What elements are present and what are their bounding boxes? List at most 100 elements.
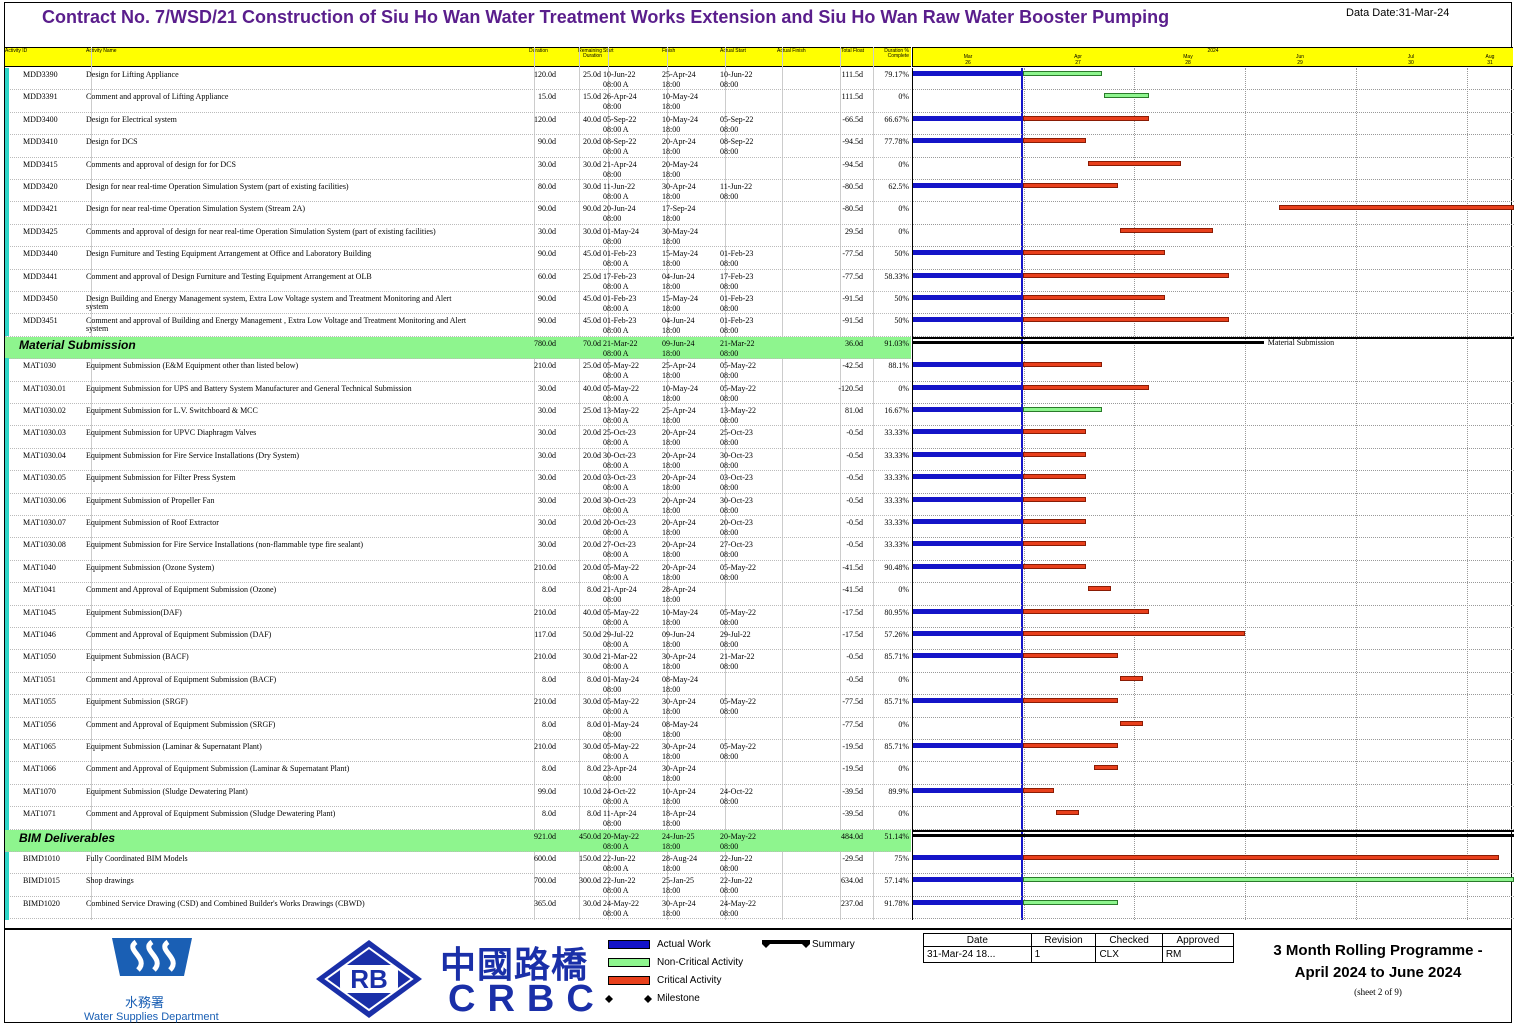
col-actual-start[interactable]: Actual Start [720,48,746,54]
activity-row[interactable]: MAT1030.08 Equipment Submission for Fire … [5,538,911,561]
activity-row[interactable]: MAT1070 Equipment Submission (Sludge Dewa… [5,785,911,808]
activity-row[interactable]: MDD3391 Comment and approval of Lifting A… [5,90,911,113]
activity-row[interactable]: BIMD1010 Fully Coordinated BIM Models 600.… [5,852,911,875]
critical-bar[interactable] [1023,138,1086,144]
critical-bar[interactable] [1023,855,1500,860]
actual-work-bar[interactable] [913,115,1022,121]
activity-row[interactable]: MAT1041 Comment and Approval of Equipment… [5,583,911,606]
critical-bar[interactable] [1023,541,1086,547]
activity-row[interactable]: MAT1030.04 Equipment Submission for Fire … [5,449,911,472]
critical-bar[interactable] [1023,362,1102,368]
actual-work-bar[interactable] [913,384,1022,390]
actual-work-bar[interactable] [913,743,1022,748]
activity-row[interactable]: MDD3450 Design Building and Energy Manage… [5,292,911,315]
activity-row[interactable]: MAT1065 Equipment Submission (Laminar & S… [5,740,911,763]
col-total-float[interactable]: Total Float [841,48,865,54]
activity-row[interactable]: MDD3410 Design for DCS 90.0d 20.0d 08-Sep-22… [5,135,911,158]
critical-bar[interactable] [1119,227,1213,233]
critical-bar[interactable] [1023,272,1229,278]
activity-row[interactable]: MDD3451 Comment and approval of Building … [5,314,911,337]
critical-bar[interactable] [1023,563,1086,569]
critical-bar[interactable] [1023,743,1118,748]
activity-row[interactable]: MAT1030.06 Equipment Submission of Propel… [5,494,911,516]
critical-bar[interactable] [1023,451,1086,457]
actual-work-bar[interactable] [913,138,1022,144]
critical-bar[interactable] [1023,653,1118,659]
actual-work-bar[interactable] [913,295,1022,300]
activity-row[interactable]: MAT1030.01 Equipment Submission for UPS a… [5,382,911,404]
critical-bar[interactable] [1023,317,1229,323]
critical-bar[interactable] [1023,698,1118,704]
actual-work-bar[interactable] [913,877,1022,883]
actual-work-bar[interactable] [913,407,1022,412]
activity-row[interactable]: MDD3415 Comments and approval of design f… [5,158,911,180]
col-remaining-duration[interactable]: Remaining Duration [578,48,602,59]
critical-bar[interactable] [1023,250,1166,256]
activity-row[interactable]: MAT1056 Comment and Approval of Equipment… [5,718,911,740]
col-activity-name[interactable]: Activity Name [86,48,117,54]
actual-work-bar[interactable] [913,563,1022,569]
non-critical-bar[interactable] [1023,899,1118,905]
critical-bar[interactable] [1119,720,1143,726]
activity-row[interactable]: MAT1030.07 Equipment Submission of Roof E… [5,516,911,539]
critical-bar[interactable] [1023,384,1150,390]
activity-row[interactable]: MAT1040 Equipment Submission (Ozone Syste… [5,561,911,584]
actual-work-bar[interactable] [913,855,1022,860]
actual-work-bar[interactable] [913,183,1022,188]
critical-bar[interactable] [1087,586,1112,592]
actual-work-bar[interactable] [913,451,1022,457]
actual-work-bar[interactable] [913,899,1022,905]
critical-bar[interactable] [1023,519,1086,524]
activity-row[interactable]: MAT1030.03 Equipment Submission for UPVC … [5,426,911,449]
actual-work-bar[interactable] [913,787,1022,793]
critical-bar[interactable] [1119,675,1143,681]
actual-work-bar[interactable] [913,631,1022,636]
activity-row[interactable]: MDD3400 Design for Electrical system 120.0… [5,113,911,136]
activity-row[interactable]: BIMD1015 Shop drawings 700.0d 300.0d 22-Jun-… [5,874,911,897]
critical-bar[interactable] [1094,765,1118,771]
activity-row[interactable]: MAT1030.02 Equipment Submission for L.V. … [5,404,911,427]
non-critical-bar[interactable] [1103,93,1150,99]
activity-row[interactable]: BIMD1020 Combined Service Drawing (CSD) a… [5,897,911,920]
col-pct-complete[interactable]: Duration % Complete [884,48,909,59]
summary-bar[interactable] [913,340,1264,344]
activity-row[interactable]: MAT1051 Comment and Approval of Equipment… [5,673,911,696]
activity-row[interactable]: MAT1030 Equipment Submission (E&M Equipme… [5,359,911,382]
critical-bar[interactable] [1023,631,1245,636]
activity-row[interactable]: MAT1055 Equipment Submission (SRGF) 210.0d… [5,695,911,718]
critical-bar[interactable] [1023,295,1166,300]
col-activity-id[interactable]: Activity ID [5,48,28,54]
actual-work-bar[interactable] [913,317,1022,323]
actual-work-bar[interactable] [913,71,1022,76]
actual-work-bar[interactable] [913,272,1022,278]
summary-bar[interactable] [913,833,1514,837]
wbs-group-row[interactable]: Material Submission 780.0d 70.0d 21-Mar-22 0… [5,336,911,360]
critical-bar[interactable] [1023,115,1150,121]
actual-work-bar[interactable] [913,608,1022,614]
actual-work-bar[interactable] [913,698,1022,704]
actual-work-bar[interactable] [913,653,1022,659]
activity-row[interactable]: MDD3421 Design for near real-time Operati… [5,202,911,225]
col-finish[interactable]: Finish [662,48,676,54]
activity-row[interactable]: MAT1045 Equipment Submission(DAF) 210.0d 40… [5,606,911,628]
activity-row[interactable]: MAT1030.05 Equipment Submission for Filte… [5,471,911,494]
non-critical-bar[interactable] [1023,407,1102,412]
critical-bar[interactable] [1023,787,1054,793]
critical-bar[interactable] [1087,160,1182,166]
activity-row[interactable]: MDD3440 Design Furniture and Testing Equi… [5,247,911,270]
col-actual-finish[interactable]: Actual Finish [777,48,806,54]
critical-bar[interactable] [1278,205,1514,211]
actual-work-bar[interactable] [913,362,1022,368]
activity-row[interactable]: MDD3425 Comments and approval of design f… [5,225,911,248]
activity-row[interactable]: MAT1046 Comment and Approval of Equipment… [5,628,911,651]
actual-work-bar[interactable] [913,496,1022,502]
activity-row[interactable]: MAT1066 Comment and Approval of Equipment… [5,762,911,785]
actual-work-bar[interactable] [913,541,1022,547]
critical-bar[interactable] [1023,183,1118,188]
non-critical-bar[interactable] [1023,877,1514,883]
actual-work-bar[interactable] [913,519,1022,524]
actual-work-bar[interactable] [913,474,1022,480]
actual-work-bar[interactable] [913,250,1022,256]
actual-work-bar[interactable] [913,429,1022,435]
non-critical-bar[interactable] [1023,71,1102,76]
